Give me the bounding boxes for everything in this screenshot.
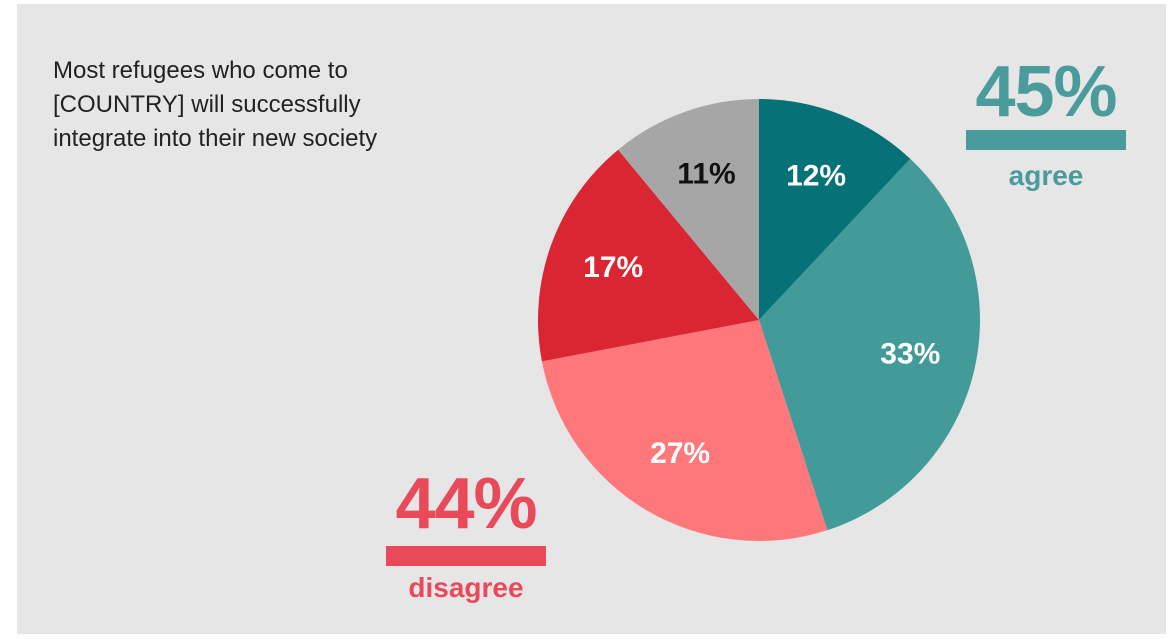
pie-slice-17pct — [537, 149, 759, 362]
disagree-bar — [386, 546, 546, 566]
disagree-percent: 44% — [395, 464, 537, 544]
agree-label: agree — [1008, 160, 1084, 191]
disagree-summary: 44% disagree — [386, 468, 546, 604]
agree-bar — [966, 130, 1126, 150]
agree-summary: 45% agree — [966, 56, 1126, 192]
chart-title: Most refugees who come to [COUNTRY] will… — [53, 57, 378, 152]
pie-slice-12pct — [759, 99, 911, 320]
slice-label-12pct: 12% — [786, 159, 846, 192]
disagree-label: disagree — [408, 572, 524, 603]
slice-label-17pct: 17% — [583, 251, 643, 284]
slice-label-27pct: 27% — [650, 437, 710, 470]
slice-label-11pct: 11% — [677, 158, 735, 191]
pie-slice-33pct — [759, 158, 980, 531]
slice-label-33pct: 33% — [880, 337, 940, 370]
pie-slice-11pct — [618, 99, 759, 320]
pie-slice-27pct — [541, 320, 828, 541]
agree-percent: 45% — [975, 52, 1117, 132]
